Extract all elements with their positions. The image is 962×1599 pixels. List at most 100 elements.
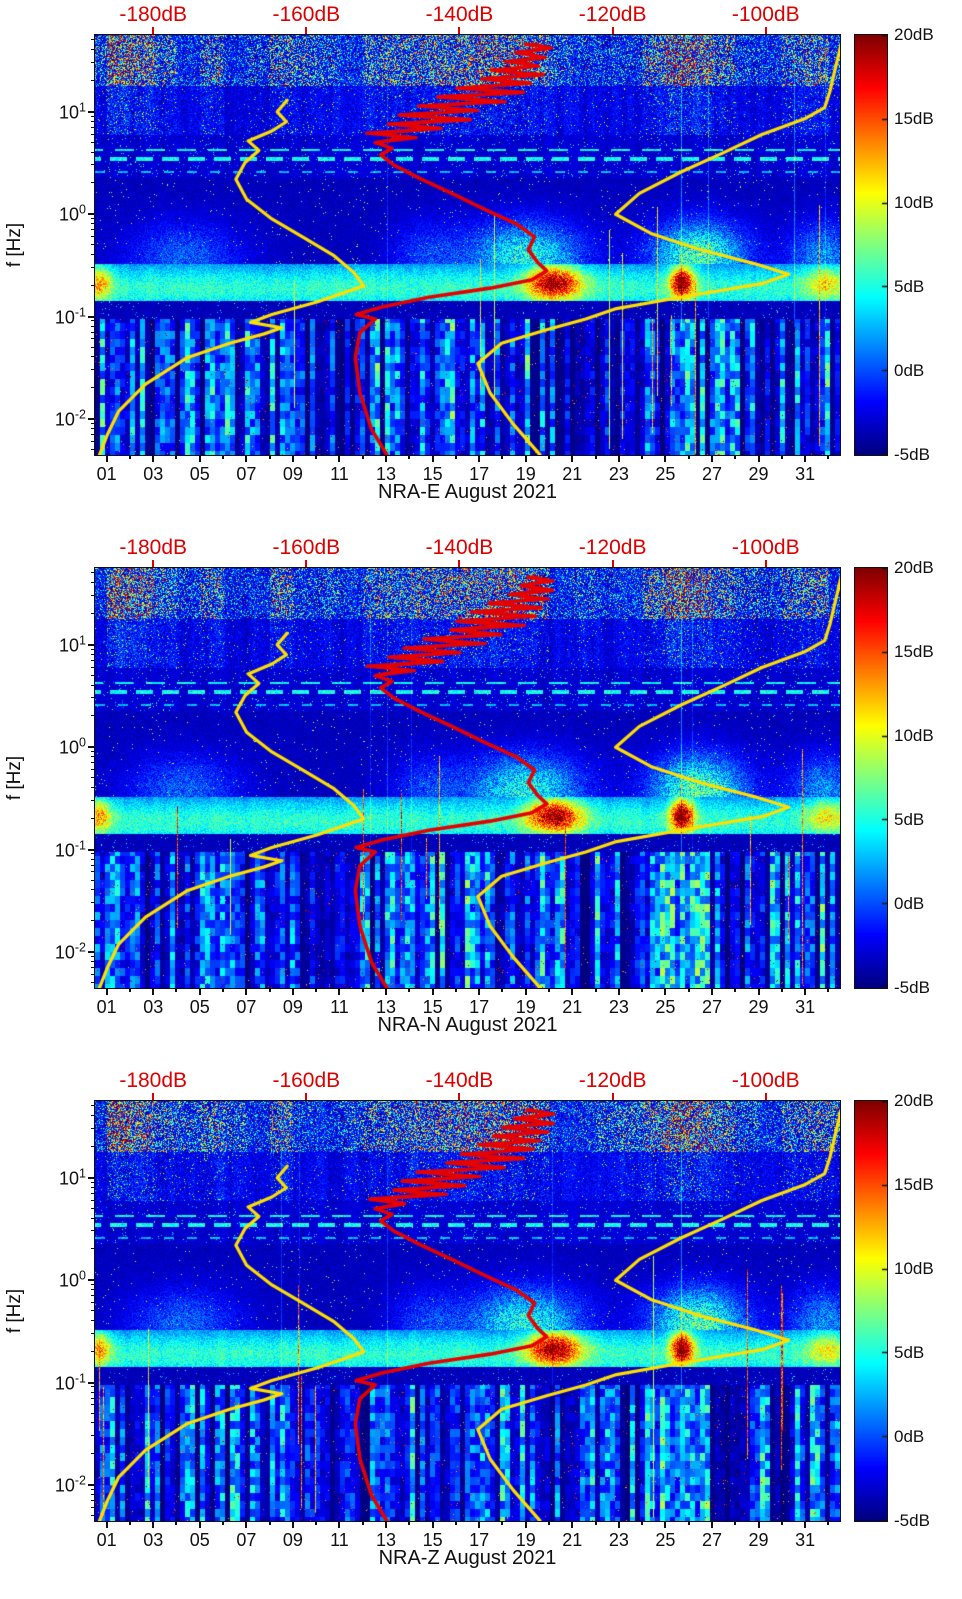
y-axis-label: f [Hz] — [4, 1288, 25, 1334]
x-axis-minor-tick — [408, 1522, 411, 1525]
spectrogram-canvas-nra-n — [95, 568, 840, 988]
x-axis-minor-tick — [408, 456, 411, 459]
x-axis-minor-tick — [687, 989, 690, 992]
top-axis-label: -120dB — [578, 1069, 647, 1092]
x-axis-minor-tick — [547, 456, 550, 459]
x-axis-minor-tick — [361, 456, 364, 459]
x-axis-tick — [431, 989, 434, 995]
y-tick-label: 10-2 — [54, 940, 86, 963]
y-axis-tick — [88, 1279, 95, 1282]
x-axis-tick — [757, 989, 760, 995]
x-axis-tick — [664, 989, 667, 995]
x-axis-tick — [385, 989, 388, 995]
y-axis-label: f [Hz] — [4, 222, 25, 268]
y-axis-tick — [88, 1381, 95, 1384]
x-axis-minor-tick — [222, 989, 225, 992]
x-axis-tick — [478, 456, 481, 462]
top-axis-label: -160dB — [272, 3, 341, 26]
top-axis-tick — [152, 27, 155, 34]
top-axis-label: -120dB — [578, 536, 647, 559]
y-tick-label: 100 — [59, 735, 86, 758]
x-axis-minor-tick — [315, 989, 318, 992]
x-axis-tick — [710, 456, 713, 462]
panel-title: NRA-Z August 2021 — [378, 1547, 557, 1569]
x-axis-tick — [710, 989, 713, 995]
colorbar-tick-label: 5dB — [894, 1343, 925, 1362]
x-axis-tick — [571, 989, 574, 995]
x-axis-minor-tick — [780, 989, 783, 992]
x-axis-tick — [245, 989, 248, 995]
x-axis-minor-tick — [222, 456, 225, 459]
x-axis-minor-tick — [175, 989, 178, 992]
colorbar-tick-label: 20dB — [894, 1091, 934, 1110]
x-axis-minor-tick — [501, 456, 504, 459]
top-axis-tick — [305, 560, 308, 567]
y-axis-tick — [88, 1176, 95, 1179]
x-axis-tick — [617, 456, 620, 462]
x-axis-tick — [524, 989, 527, 995]
top-axis-label: -100dB — [731, 536, 800, 559]
panel-title: NRA-E August 2021 — [378, 481, 557, 503]
x-axis-minor-tick — [361, 989, 364, 992]
top-axis-tick — [611, 560, 614, 567]
x-axis-tick — [664, 1522, 667, 1528]
x-axis-minor-tick — [687, 1522, 690, 1525]
top-axis-label: -100dB — [731, 1069, 800, 1092]
x-axis-minor-tick — [641, 456, 644, 459]
colorbar-tick-label: 5dB — [894, 810, 925, 829]
x-axis-tick — [105, 1522, 108, 1528]
x-axis-tick — [105, 456, 108, 462]
x-axis-minor-tick — [408, 989, 411, 992]
x-axis-minor-tick — [361, 1522, 364, 1525]
top-axis-tick — [152, 560, 155, 567]
top-axis-tick — [764, 27, 767, 34]
x-axis-tick — [524, 1522, 527, 1528]
y-axis-tick — [88, 951, 95, 954]
x-axis-tick — [152, 456, 155, 462]
colorbar-tick-label: 20dB — [894, 25, 934, 44]
x-axis-tick — [338, 989, 341, 995]
top-axis-tick — [764, 560, 767, 567]
y-tick-label: 101 — [59, 633, 86, 656]
x-axis-tick — [385, 1522, 388, 1528]
y-axis-tick — [88, 418, 95, 421]
x-axis-minor-tick — [780, 1522, 783, 1525]
x-axis-tick — [757, 1522, 760, 1528]
y-axis-tick — [88, 848, 95, 851]
colorbar-tick-label: 15dB — [894, 1175, 934, 1194]
colorbar — [855, 1101, 887, 1521]
x-axis-tick — [431, 456, 434, 462]
top-axis-tick — [611, 27, 614, 34]
x-axis-tick — [804, 989, 807, 995]
top-axis-tick — [764, 1093, 767, 1100]
x-axis-tick — [198, 989, 201, 995]
colorbar-tick-label: -5dB — [894, 978, 930, 997]
top-axis-label: -160dB — [272, 536, 341, 559]
y-axis-label: f [Hz] — [4, 755, 25, 801]
x-axis-minor-tick — [501, 989, 504, 992]
colorbar — [855, 568, 887, 988]
x-axis-tick — [710, 1522, 713, 1528]
panel-nra-n: f [Hz] -180dB -160dB -140dB -120dB -100dB 01 0… — [0, 533, 962, 1066]
colorbar — [855, 35, 887, 455]
top-axis-tick — [611, 1093, 614, 1100]
x-axis-tick — [431, 1522, 434, 1528]
x-axis-minor-tick — [827, 1522, 830, 1525]
x-axis-tick — [804, 456, 807, 462]
x-axis-tick — [245, 456, 248, 462]
y-axis-tick — [88, 746, 95, 749]
x-axis-minor-tick — [594, 989, 597, 992]
top-axis-tick — [152, 1093, 155, 1100]
colorbar-tick-label: 15dB — [894, 642, 934, 661]
top-axis-label: -100dB — [731, 3, 800, 26]
colorbar-tick-label: 0dB — [894, 1427, 925, 1446]
x-axis-tick — [385, 456, 388, 462]
x-axis-tick — [245, 1522, 248, 1528]
top-axis-tick — [458, 1093, 461, 1100]
x-axis-minor-tick — [827, 456, 830, 459]
x-axis-tick — [338, 1522, 341, 1528]
y-tick-label: 10-2 — [54, 407, 86, 430]
top-axis-tick — [305, 1093, 308, 1100]
y-tick-label: 100 — [59, 202, 86, 225]
top-axis-label: -140dB — [425, 536, 494, 559]
